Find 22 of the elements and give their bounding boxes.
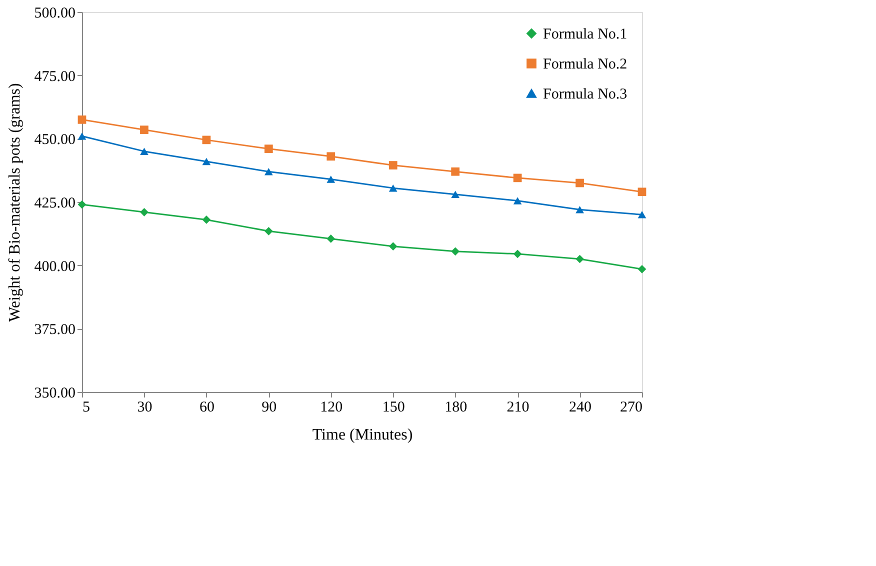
x-tick-label: 90 <box>262 400 277 416</box>
x-tick-label: 60 <box>199 400 214 416</box>
legend-label: Formula No.2 <box>543 56 628 72</box>
y-tick-label: 400.00 <box>34 258 76 275</box>
y-axis-title: Weight of Bio-materials pots (grams) <box>6 83 24 322</box>
x-tick-label: 5 <box>82 400 90 416</box>
y-tick-label: 500.00 <box>34 6 76 22</box>
y-tick-label: 450.00 <box>34 132 76 148</box>
x-tick-label: 30 <box>137 400 152 416</box>
y-tick-label: 425.00 <box>34 196 76 212</box>
x-tick-label: 240 <box>569 400 592 416</box>
y-tick-label: 475.00 <box>34 68 76 85</box>
x-tick-label: 270 <box>620 400 642 416</box>
x-tick-label: 120 <box>320 400 343 416</box>
legend-label: Formula No.1 <box>543 26 628 42</box>
y-tick-label: 375.00 <box>34 322 76 338</box>
y-tick-label: 350.00 <box>34 386 76 402</box>
legend-label: Formula No.3 <box>543 86 628 102</box>
x-tick-label: 180 <box>444 400 468 416</box>
x-tick-label: 150 <box>382 400 405 416</box>
x-axis-title: Time (Minutes) <box>312 426 413 444</box>
x-tick-label: 210 <box>506 400 530 416</box>
